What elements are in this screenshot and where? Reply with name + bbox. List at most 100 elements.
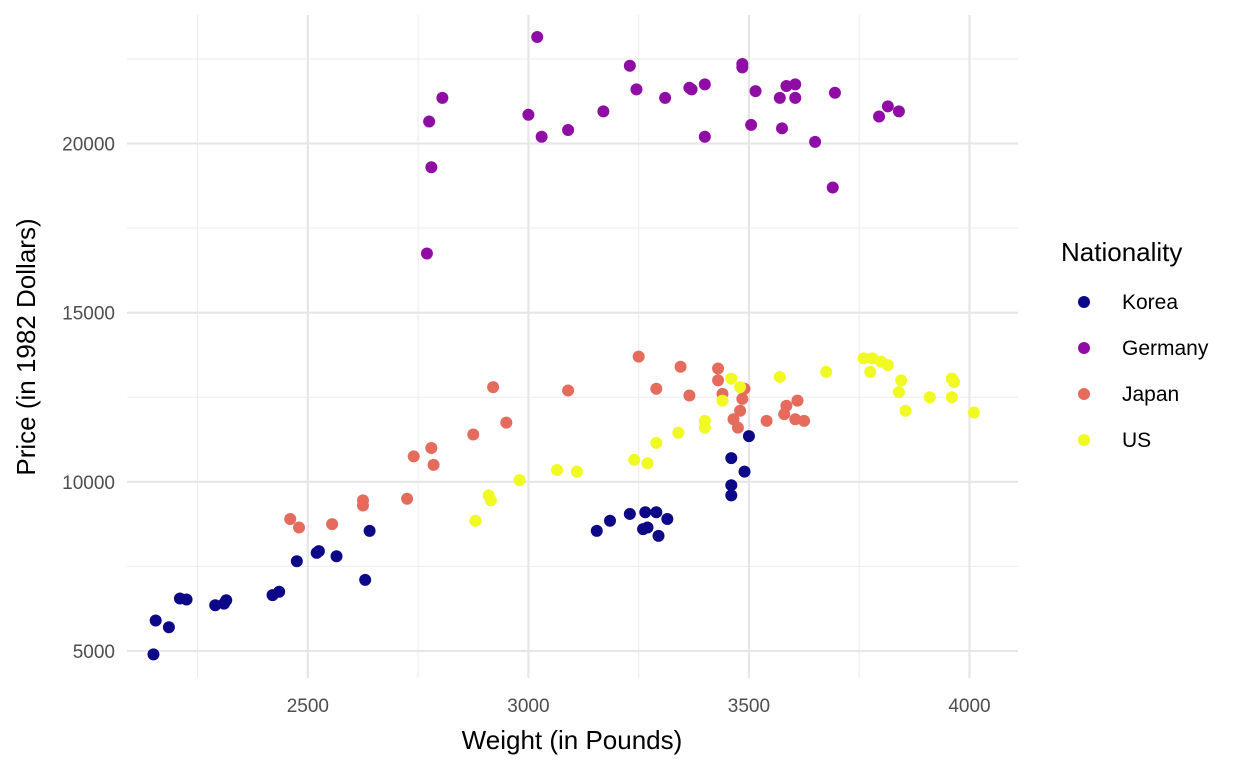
point-us [892,386,905,399]
legend-label-us: US [1122,429,1151,452]
point-japan [487,381,500,394]
point-germany [776,122,789,135]
point-us [628,453,641,466]
point-germany [597,105,610,118]
point-us [641,457,654,470]
point-germany [698,78,711,91]
point-germany [828,86,841,99]
point-us [945,391,958,404]
point-us [967,406,980,419]
point-germany [698,130,711,143]
point-germany [531,30,544,43]
point-germany [873,110,886,123]
point-korea [359,573,372,586]
point-us [895,374,908,387]
point-japan [760,414,773,427]
x-axis-title: Weight (in Pounds) [462,725,683,755]
point-korea [180,593,193,606]
point-japan [798,414,811,427]
point-korea [738,465,751,478]
point-japan [683,389,696,402]
point-us [570,465,583,478]
point-germany [685,83,698,96]
point-japan [401,492,414,505]
point-us [864,365,877,378]
point-us [469,514,482,527]
point-us [857,352,870,365]
point-korea [725,479,738,492]
point-germany [562,124,575,137]
point-japan [674,360,687,373]
point-japan [425,441,438,454]
point-us [551,463,564,476]
point-korea [149,614,162,627]
point-germany [659,91,672,104]
point-korea [290,555,303,568]
point-germany [826,181,839,194]
legend: Nationality Korea Germany Japan US [1061,237,1209,452]
y-tick-label: 15000 [62,304,115,325]
point-germany [423,115,436,128]
point-japan [500,416,513,429]
point-germany [425,161,438,174]
point-japan [326,518,339,531]
point-germany [745,118,758,131]
point-us [881,359,894,372]
point-japan [731,421,744,434]
point-korea [639,506,652,519]
point-us [484,494,497,507]
data-points [147,30,980,661]
point-korea [590,524,603,537]
point-japan [734,404,747,417]
x-axis-ticks: 2500 3000 3500 4000 [287,696,991,717]
point-korea [652,529,665,542]
legend-key-korea [1078,296,1090,308]
point-us [773,370,786,383]
point-japan [780,399,793,412]
point-japan [407,450,420,463]
point-germany [522,108,535,121]
point-japan [427,458,440,471]
point-germany [789,78,802,91]
point-korea [661,513,674,526]
legend-key-us [1078,434,1090,446]
point-germany [535,130,548,143]
point-korea [623,507,636,520]
legend-key-germany [1078,342,1090,354]
point-japan [356,494,369,507]
point-germany [881,100,894,113]
point-korea [363,524,376,537]
y-axis-title: Price (in 1982 Dollars) [11,218,41,475]
point-us [513,474,526,487]
point-japan [791,394,804,407]
x-tick-label: 4000 [948,696,990,717]
point-us [698,421,711,434]
point-germany [736,61,749,74]
point-us [672,426,685,439]
y-axis-ticks: 5000 10000 15000 20000 [62,135,115,663]
point-germany [892,105,905,118]
point-korea [603,514,616,527]
point-japan [293,521,306,534]
x-tick-label: 3000 [507,696,549,717]
point-germany [749,85,762,98]
point-germany [789,91,802,104]
y-tick-label: 20000 [62,135,115,156]
point-japan [712,362,725,375]
point-germany [809,135,822,148]
point-korea [220,594,233,607]
point-korea [650,506,663,519]
point-japan [632,350,645,363]
point-korea [725,452,738,465]
y-tick-label: 5000 [73,642,115,663]
point-korea [273,585,286,598]
point-us [734,381,747,394]
point-us [716,394,729,407]
y-tick-label: 10000 [62,473,115,494]
point-germany [623,59,636,72]
point-korea [162,621,175,634]
point-germany [436,91,449,104]
point-japan [562,384,575,397]
point-japan [650,382,663,395]
legend-label-japan: Japan [1122,383,1179,406]
